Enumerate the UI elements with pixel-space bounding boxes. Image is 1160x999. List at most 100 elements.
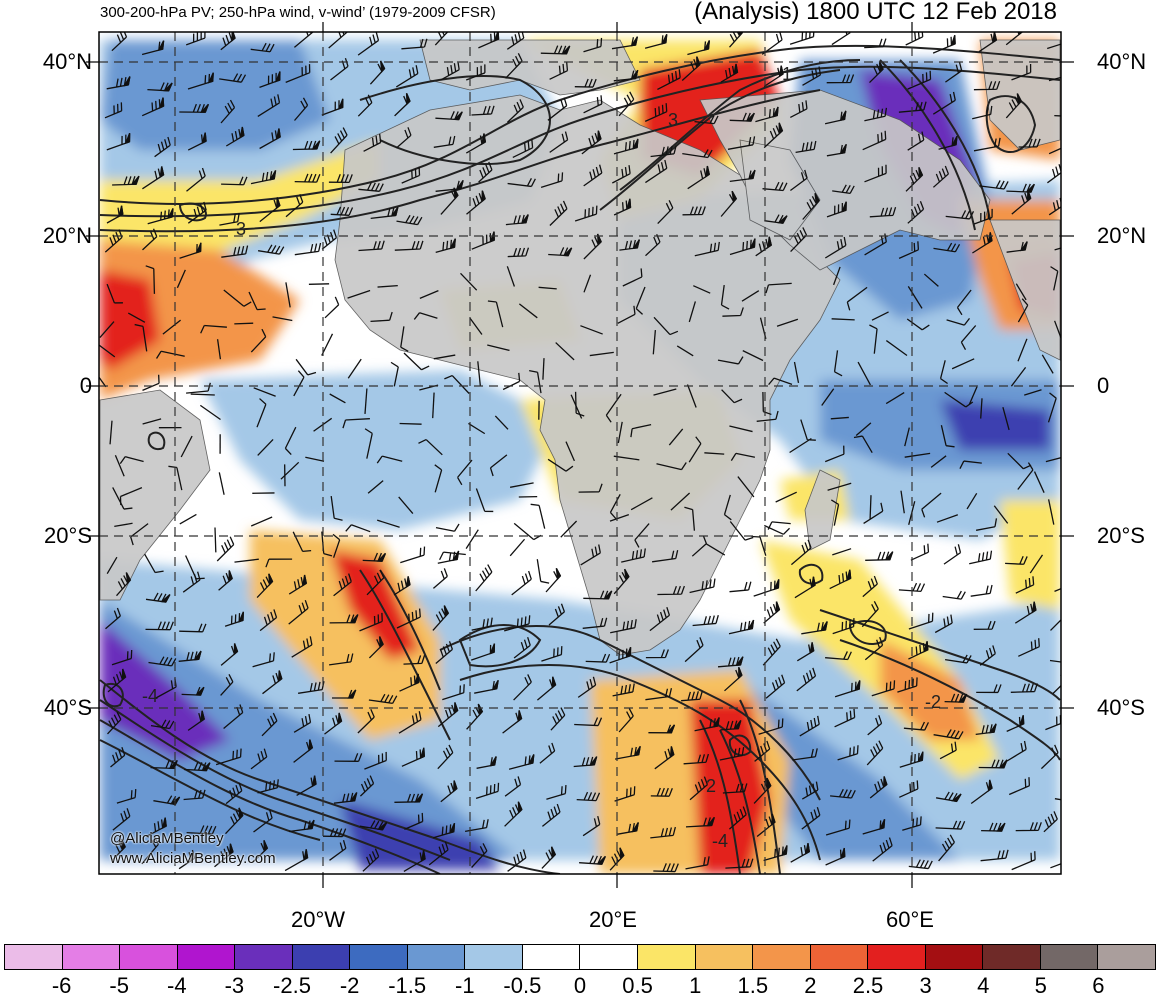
wind-barb [973, 137, 1001, 152]
wind-barb [682, 206, 706, 216]
wind-barb [729, 425, 753, 433]
wind-barb [116, 572, 132, 597]
wind-barb [938, 834, 955, 862]
contour-s-12 [819, 609, 1061, 701]
wind-barb [885, 340, 908, 357]
wind-barb [376, 455, 403, 464]
wind-barb [576, 791, 601, 802]
wind-barb [790, 169, 808, 192]
colorbar-tick-label: 6 [1092, 973, 1105, 998]
wind-barb [284, 426, 297, 456]
wind-barb [583, 590, 613, 600]
contour-s-17 [102, 682, 124, 708]
wind-barb [393, 576, 411, 596]
wind-barb [305, 456, 325, 462]
wind-barb [687, 40, 710, 56]
contour-s-1 [99, 679, 561, 874]
wind-barb [862, 819, 886, 835]
wind-barb [794, 576, 816, 599]
wind-barb [869, 61, 884, 84]
wind-barb [187, 710, 205, 731]
wind-barb [545, 567, 562, 593]
wind-barb [377, 284, 398, 288]
wind-barb [468, 422, 486, 435]
wind-barb [1018, 138, 1041, 148]
wind-barb [366, 569, 385, 596]
wind-barb [401, 747, 425, 767]
contour-s-18 [147, 431, 166, 451]
wind-barb [1015, 283, 1027, 301]
wind-barb [648, 724, 676, 734]
wind-barb [539, 742, 556, 764]
wind-barb [1005, 93, 1023, 119]
wind-barb [970, 584, 993, 597]
wind-barb [741, 290, 760, 302]
wind-barb [154, 136, 171, 158]
colorbar-tick-label: 1.5 [737, 973, 769, 998]
wind-barb [729, 112, 755, 122]
colorbar-swatch [465, 945, 523, 969]
contour-value-labels: 1 3 3 -4 2 -2 -4 [142, 64, 941, 851]
wind-barb [768, 377, 793, 386]
wind-barb [687, 165, 711, 190]
wind-barb [801, 806, 821, 830]
wind-barb [357, 709, 375, 734]
wind-barb [793, 361, 800, 384]
wind-barb [114, 454, 125, 477]
wind-barb [933, 242, 961, 253]
wind-barb [907, 201, 925, 224]
wind-barb [1040, 744, 1059, 770]
wind-barb [754, 740, 771, 762]
wind-barb [428, 841, 449, 866]
wind-barb [542, 358, 545, 380]
wind-barb [329, 839, 347, 861]
wind-barb [220, 643, 239, 666]
wind-barb [789, 437, 812, 454]
wind-barb [613, 138, 639, 155]
wind-barb [938, 136, 958, 150]
colorbar-swatch [120, 945, 178, 969]
wind-barb [548, 247, 573, 257]
wind-barb [145, 265, 156, 294]
wind-barb [292, 531, 312, 553]
wind-barb [150, 719, 175, 730]
wind-barb [398, 711, 422, 734]
wind-barb [288, 599, 309, 625]
wind-barb [933, 729, 964, 740]
contour-n-6 [359, 75, 551, 165]
wind-barb [112, 175, 140, 186]
wind-barb [433, 354, 456, 360]
wind-barb [907, 70, 932, 90]
wind-barb [285, 64, 311, 84]
wind-barb [935, 820, 966, 830]
wind-barb [790, 539, 812, 566]
wind-barb [614, 745, 641, 760]
wind-barb [333, 792, 358, 804]
wind-barbs [99, 32, 1061, 873]
wind-barb [801, 621, 828, 635]
wind-barb [853, 435, 873, 454]
wind-barb [583, 164, 603, 187]
wind-barb [150, 759, 178, 770]
wind-barb [334, 753, 363, 762]
wind-barb [513, 637, 531, 659]
wind-barb [369, 60, 386, 85]
wind-barb [724, 667, 743, 692]
contour-n-2 [99, 65, 1061, 218]
wind-barb [292, 140, 321, 151]
colorbar-tick-label: -1 [455, 973, 475, 998]
wind-barb [329, 653, 354, 666]
wind-barb [504, 801, 523, 827]
wind-barb [900, 490, 905, 514]
wind-barb [518, 303, 538, 319]
wind-barb [944, 693, 968, 703]
wind-barb [294, 173, 321, 183]
wind-barb [185, 32, 206, 46]
wind-barb [435, 641, 454, 664]
wind-barb [645, 649, 669, 659]
wind-barb [370, 311, 393, 323]
wind-barb [871, 311, 889, 321]
wind-barb [872, 837, 893, 862]
wind-barb [187, 72, 214, 90]
wind-barb [433, 135, 456, 148]
